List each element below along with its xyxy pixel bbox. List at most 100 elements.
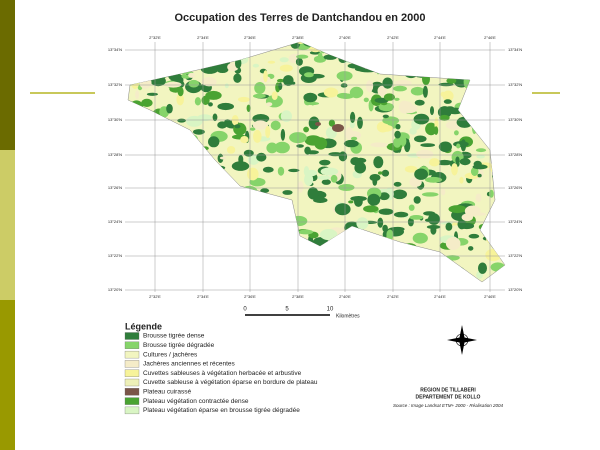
patch xyxy=(496,42,505,47)
patch xyxy=(424,176,443,183)
patch xyxy=(492,172,505,181)
patch xyxy=(449,266,465,275)
lon-label: 2°36'E xyxy=(244,294,256,299)
patch xyxy=(311,264,323,274)
lon-label: 2°32'E xyxy=(149,294,161,299)
patch xyxy=(138,261,145,265)
patch xyxy=(148,52,166,57)
patch xyxy=(192,50,199,55)
patch xyxy=(470,66,485,71)
patch xyxy=(422,73,430,86)
patch xyxy=(278,82,283,91)
patch xyxy=(136,211,151,223)
patch xyxy=(234,212,252,217)
patch xyxy=(395,124,401,130)
patch xyxy=(377,85,387,96)
patch xyxy=(193,174,204,185)
patch xyxy=(395,230,400,233)
patch xyxy=(297,181,304,193)
patch xyxy=(378,266,393,270)
lat-label: 13°34'N xyxy=(108,47,122,52)
patch xyxy=(296,248,308,256)
legend-label: Cultures / jachères xyxy=(143,351,198,358)
patch xyxy=(413,196,421,204)
patch xyxy=(217,121,228,129)
patch xyxy=(204,190,223,198)
patch xyxy=(314,137,328,150)
lon-label: 2°38'E xyxy=(292,35,304,40)
patch xyxy=(188,72,196,78)
patch xyxy=(483,75,491,79)
patch xyxy=(208,102,213,107)
patch xyxy=(427,270,440,280)
patch xyxy=(473,77,485,85)
patch xyxy=(385,62,397,75)
patch xyxy=(176,93,184,106)
patch xyxy=(413,113,430,125)
patch xyxy=(354,157,367,164)
patch xyxy=(128,279,141,282)
patch xyxy=(491,210,500,221)
patch xyxy=(264,232,281,237)
patch xyxy=(234,223,251,234)
patch xyxy=(274,141,290,154)
patch xyxy=(334,43,343,49)
patch xyxy=(332,243,340,255)
lat-label: 13°26'N xyxy=(508,185,522,190)
patch xyxy=(265,258,282,266)
credit: Source : Image Landsat ETM+ 2000 - Réali… xyxy=(393,403,503,408)
patch xyxy=(160,137,171,141)
legend-swatch xyxy=(124,406,140,415)
patch xyxy=(353,44,360,50)
patch xyxy=(148,178,158,191)
lon-label: 2°34'E xyxy=(197,294,209,299)
patch xyxy=(249,127,256,131)
patch xyxy=(131,171,145,181)
patch xyxy=(205,171,218,184)
patch xyxy=(382,231,387,239)
patch xyxy=(504,88,505,100)
patch xyxy=(347,131,362,140)
patch xyxy=(362,42,376,54)
patch xyxy=(280,110,292,123)
patch xyxy=(499,199,505,204)
patch xyxy=(487,115,499,124)
patch xyxy=(208,226,216,237)
patch xyxy=(444,57,451,61)
patch xyxy=(153,215,169,226)
patch xyxy=(205,90,222,100)
patch xyxy=(349,120,355,129)
patch xyxy=(453,141,469,148)
patch xyxy=(504,171,505,183)
patch xyxy=(134,68,148,74)
patch xyxy=(451,163,458,176)
patch xyxy=(320,264,338,275)
patch xyxy=(363,205,379,213)
patch xyxy=(418,272,429,282)
patch xyxy=(240,136,249,144)
patch xyxy=(264,208,274,213)
patch xyxy=(354,161,367,174)
patch xyxy=(500,138,505,151)
lat-label: 13°22'N xyxy=(508,253,522,258)
patch xyxy=(257,221,269,234)
patch xyxy=(337,92,351,99)
patch xyxy=(212,113,218,122)
patch xyxy=(393,272,403,279)
lon-label: 2°46'E xyxy=(484,35,496,40)
patch xyxy=(234,124,241,129)
patch xyxy=(483,109,498,120)
patch xyxy=(446,77,457,84)
patch xyxy=(408,279,423,282)
patch xyxy=(129,100,144,113)
patch xyxy=(475,193,482,202)
patch xyxy=(459,158,471,166)
patch xyxy=(338,241,355,246)
patch xyxy=(366,264,380,276)
patch xyxy=(445,237,461,250)
patch xyxy=(188,79,200,88)
patch xyxy=(254,42,265,52)
patch xyxy=(279,238,291,247)
patch xyxy=(363,97,369,103)
patch xyxy=(486,234,492,240)
